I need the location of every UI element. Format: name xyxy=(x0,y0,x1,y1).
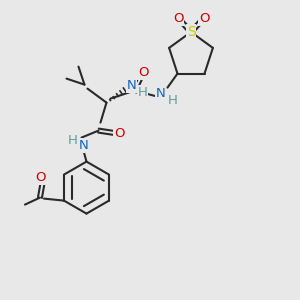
Text: O: O xyxy=(138,66,149,79)
Text: S: S xyxy=(187,25,195,39)
Text: O: O xyxy=(114,127,125,140)
Text: H: H xyxy=(137,86,147,99)
Text: N: N xyxy=(127,79,136,92)
Text: O: O xyxy=(199,11,209,25)
Text: H: H xyxy=(68,134,77,147)
Text: N: N xyxy=(79,139,88,152)
Text: N: N xyxy=(156,87,165,100)
Text: O: O xyxy=(173,11,183,25)
Text: H: H xyxy=(167,94,177,107)
Text: O: O xyxy=(36,171,46,184)
